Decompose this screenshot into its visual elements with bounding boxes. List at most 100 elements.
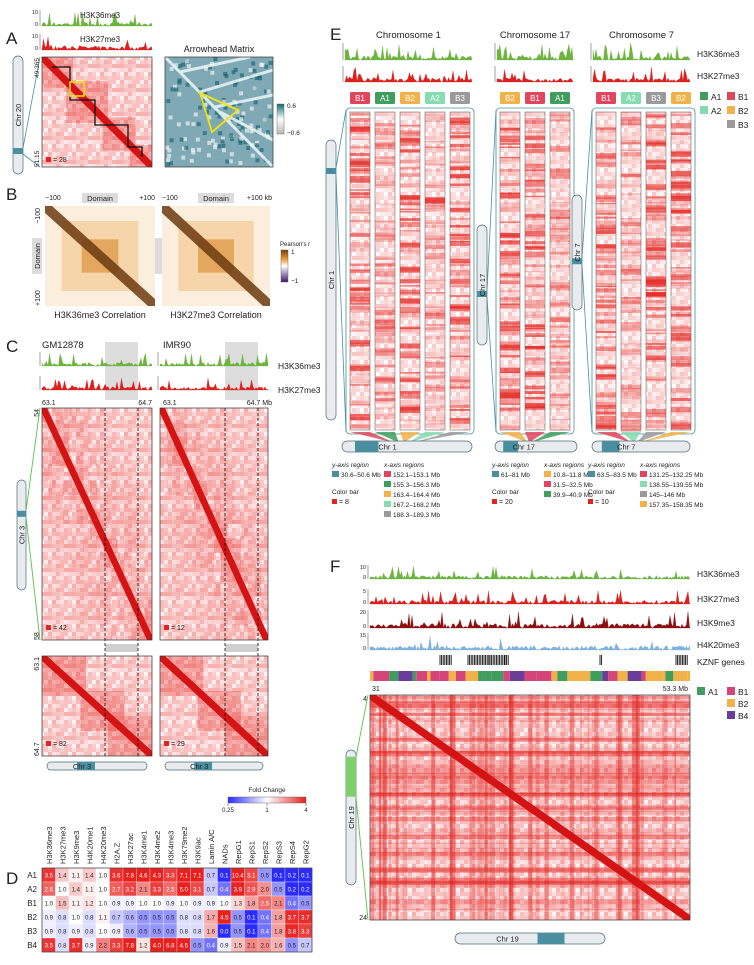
cell-value: 1.8 [274, 916, 283, 922]
ideogram-region [601, 441, 620, 452]
track-label: H3K27me3 [697, 71, 740, 81]
track-label: KZNF genes [697, 657, 745, 667]
cell-value: 0.9 [112, 930, 121, 936]
cell-value: 3.3 [301, 930, 310, 936]
cell-value: 7.8 [126, 944, 135, 950]
arrowhead-speck [213, 142, 218, 147]
column-header: H3K9me3 [72, 831, 81, 864]
cell-value: 4.6 [139, 874, 148, 880]
column-header: RepS1 [247, 841, 256, 864]
track-label: H3K36me3 [697, 569, 740, 579]
domain-box [32, 238, 42, 274]
column-header: H3K36me3 [45, 826, 54, 864]
compartment-segment [412, 671, 417, 681]
cell-value: 0.2 [288, 874, 297, 880]
legend-label: 10.8–11.8 Mb [553, 472, 593, 479]
link-line [486, 109, 497, 433]
arrowhead-speck [255, 143, 260, 148]
arrowhead-speck [214, 110, 219, 115]
cell-value: 1.0 [58, 888, 67, 894]
domain-highlight [69, 81, 85, 97]
compartment-segment [456, 671, 466, 681]
chromosome-label: Chr 7 [573, 243, 582, 261]
ideogram-region [537, 933, 565, 944]
frame [159, 655, 269, 757]
legend-title: Color bar [492, 489, 520, 496]
arrowhead-speck [210, 138, 215, 143]
signal-track [41, 353, 153, 367]
signal-track [369, 590, 691, 605]
axis-label: 58 [34, 632, 41, 640]
arrowhead-speck [246, 146, 251, 151]
frame [164, 56, 274, 168]
compartment-tag [375, 92, 395, 104]
region-wedge [643, 432, 691, 441]
compartment-segment [503, 671, 510, 681]
color-bar-swatch [164, 625, 169, 630]
arrowhead-speck [168, 115, 173, 120]
cell-value: 0.1 [301, 874, 310, 880]
chromosome-label: Chr 19 [496, 935, 519, 944]
arrowhead-speck [169, 161, 174, 166]
region-wedge [350, 432, 391, 441]
panel-label: A [6, 29, 18, 48]
strip-noise [671, 112, 691, 430]
arrowhead-speck [229, 152, 234, 157]
arrowhead-speck [167, 148, 172, 153]
arrowhead-speck [249, 106, 254, 111]
cell-value: 1.8 [274, 930, 283, 936]
cell-value: 2.0 [261, 888, 270, 894]
arrowhead-speck [218, 131, 223, 136]
scale-label: −1 [291, 278, 299, 285]
cell-value: 0.2 [288, 888, 297, 894]
column-header: H3K9ac [193, 837, 202, 864]
arrowhead-speck [195, 137, 200, 142]
chromosome-label: Chr 3 [190, 762, 208, 771]
region-wedge [533, 432, 570, 441]
cell-value: 0.5 [261, 874, 270, 880]
legend-swatch [544, 481, 551, 487]
cell-value: 2.7 [112, 888, 121, 894]
legend-label: 163.4–164.4 Mb [393, 492, 440, 499]
arrowhead-speck [179, 137, 184, 142]
compartment-tag-label: B3 [455, 94, 465, 103]
color-bar-label: = 82 [53, 741, 67, 748]
column-header: RepS3 [274, 841, 283, 864]
compartment-segment [557, 671, 568, 681]
legend-label: 145–146 Mb [649, 492, 686, 499]
cell-value: 1.4 [58, 874, 67, 880]
chromosome-label: Chr 3 [18, 526, 27, 544]
cell-value: 1.0 [139, 902, 148, 908]
domain-label: Domain [87, 194, 113, 203]
signal-track [159, 378, 269, 391]
chromosome-label: Chr 1 [378, 443, 396, 452]
arrowhead-speck [255, 140, 260, 145]
arrowhead-speck [239, 117, 244, 122]
cell-value: 2.5 [261, 902, 270, 908]
strip-noise [621, 112, 641, 430]
compartment-segment [665, 671, 674, 681]
arrowhead-speck [238, 138, 243, 143]
legend-label: B2 [738, 699, 749, 709]
region-wedge [596, 432, 630, 441]
compartment-tag-label: B1 [601, 94, 611, 103]
highlight [105, 342, 138, 400]
cell-value: 0.5 [234, 930, 243, 936]
column-header: RepG2 [301, 840, 310, 864]
cell-value: 3.1 [193, 888, 202, 894]
panel-title: Arrowhead Matrix [184, 44, 255, 54]
arrowhead-speck [245, 128, 250, 133]
cell-value: 0.4 [261, 916, 270, 922]
legend-swatch [640, 471, 647, 477]
legend-label: 152.1–153.1 Mb [393, 472, 440, 479]
legend-swatch [727, 699, 735, 707]
link-line [581, 109, 593, 433]
compartment-segment [491, 671, 504, 681]
track-tick: 0 [363, 600, 366, 606]
cell-value: 1.8 [247, 902, 256, 908]
track-tick: 0 [35, 46, 38, 52]
chromosome-label: Chr 1 [327, 271, 336, 289]
arrowhead-speck [236, 121, 241, 126]
arrowhead-speck [191, 122, 196, 127]
cell-value: 0.7 [207, 888, 216, 894]
